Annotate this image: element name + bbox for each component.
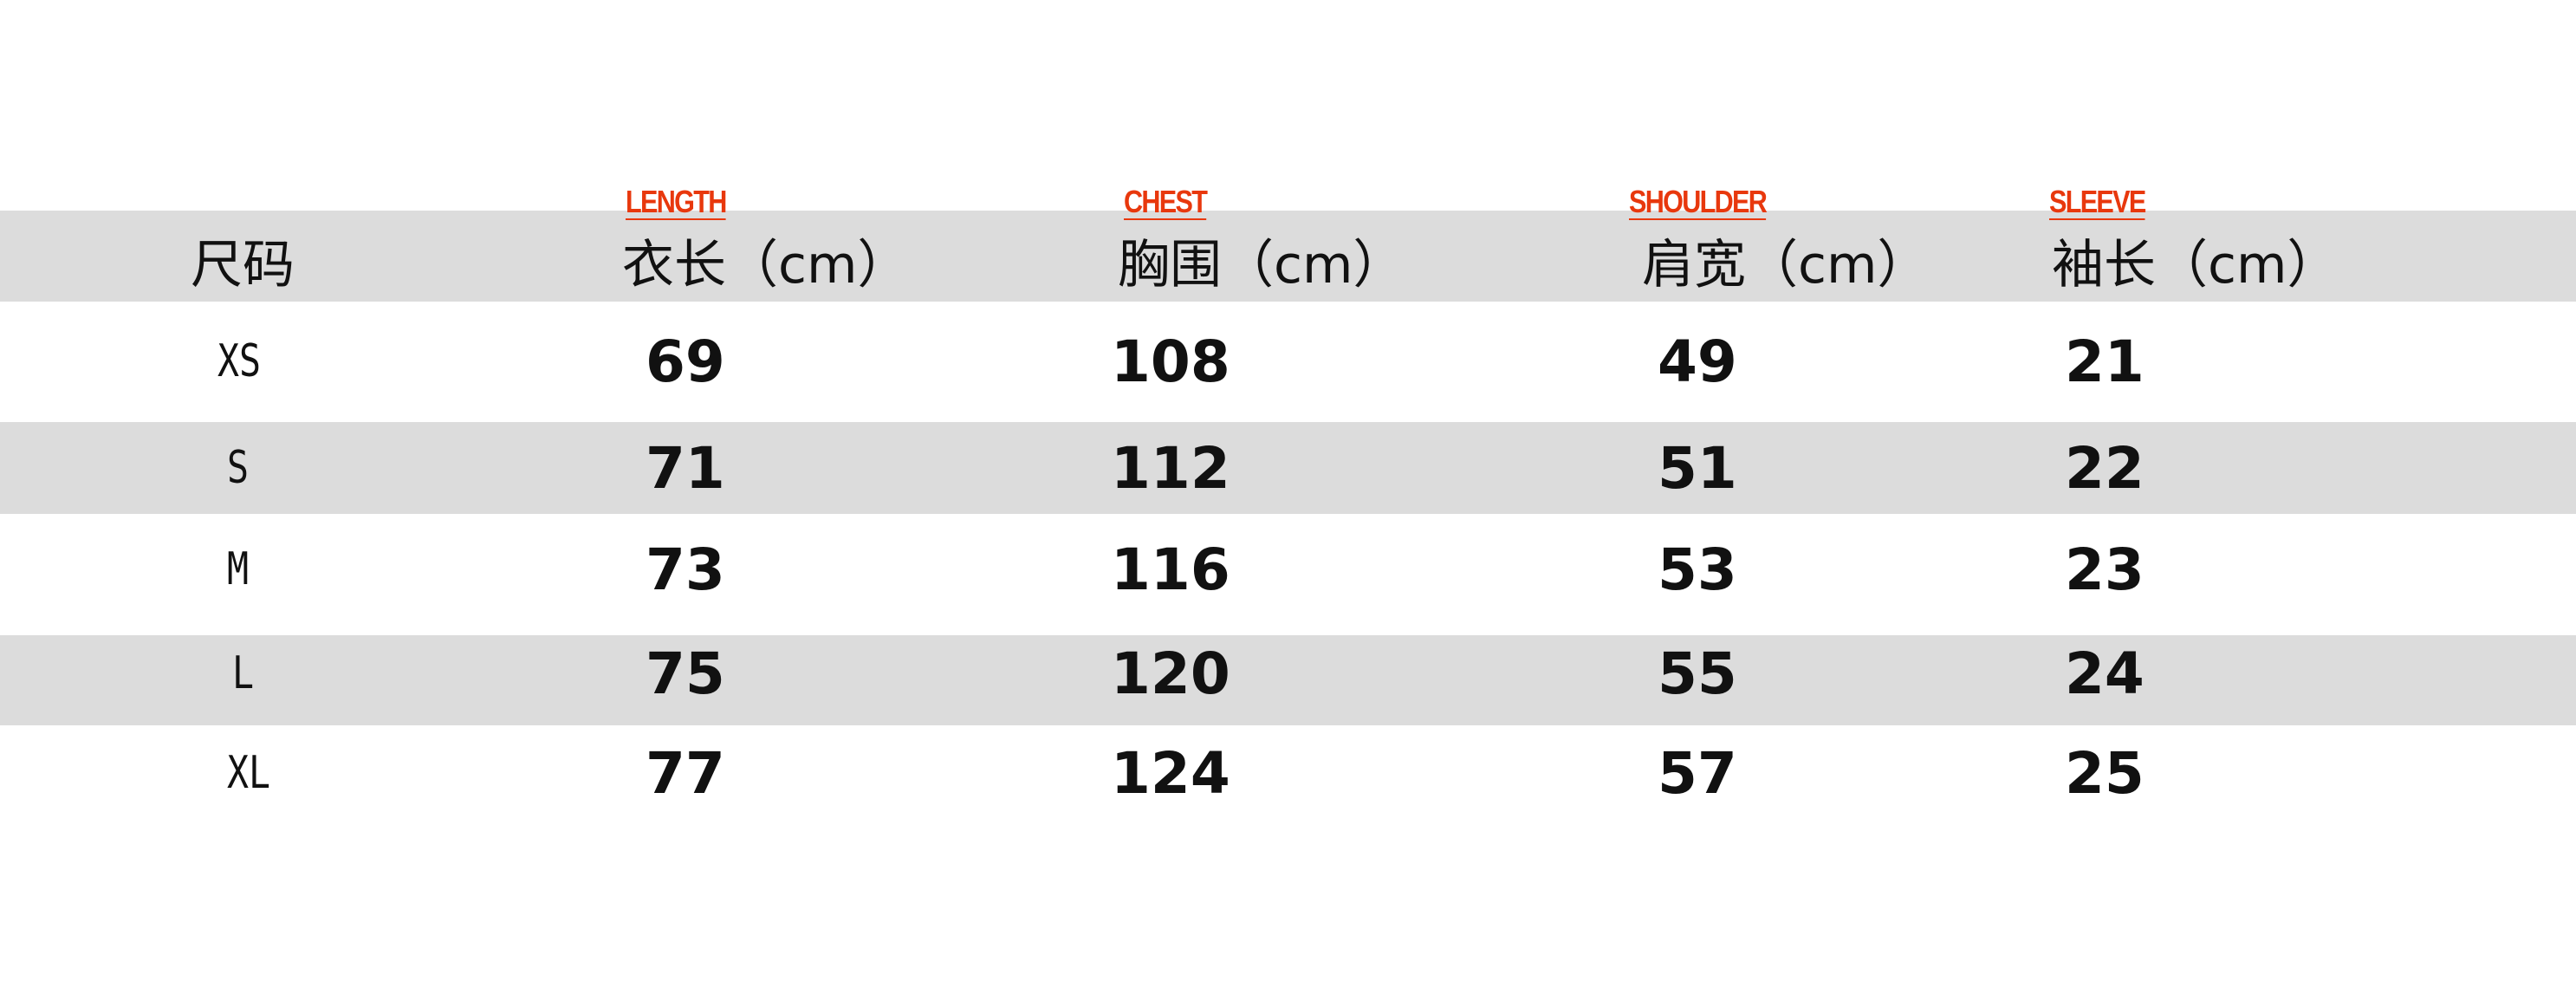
measurement-cell: 24 bbox=[2065, 640, 2145, 707]
measurement-cell: 51 bbox=[1658, 435, 1737, 502]
measurement-cell: 55 bbox=[1658, 640, 1737, 707]
column-header: 袖长（cm） bbox=[2052, 235, 2339, 296]
measurement-cell: 53 bbox=[1658, 536, 1737, 603]
measurement-cell: 77 bbox=[646, 740, 725, 807]
column-header: 胸围（cm） bbox=[1118, 235, 1405, 296]
measurement-cell: 49 bbox=[1658, 328, 1737, 395]
measurement-cell: 75 bbox=[646, 640, 725, 707]
size-label: L bbox=[232, 647, 255, 699]
measurement-cell: 69 bbox=[646, 328, 725, 395]
measurement-cell: 73 bbox=[646, 536, 725, 603]
measurement-cell: 57 bbox=[1658, 740, 1737, 807]
measurement-cell: 25 bbox=[2065, 740, 2145, 807]
column-header: 衣长（cm） bbox=[622, 235, 910, 296]
measurement-cell: 116 bbox=[1111, 536, 1230, 603]
header-band bbox=[0, 211, 2576, 302]
row-band-s bbox=[0, 422, 2576, 514]
measurement-cell: 112 bbox=[1111, 435, 1230, 502]
measurement-cell: 124 bbox=[1111, 740, 1230, 807]
measurement-cell: 71 bbox=[646, 435, 725, 502]
size-label: XL bbox=[227, 747, 271, 799]
column-english-label: CHEST bbox=[1124, 184, 1208, 220]
measurement-cell: 22 bbox=[2065, 435, 2145, 502]
column-english-label: SLEEVE bbox=[2049, 184, 2146, 220]
column-header: 尺码 bbox=[191, 235, 295, 296]
size-label: S bbox=[227, 442, 250, 494]
column-english-label: SHOULDER bbox=[1629, 184, 1768, 220]
size-label: M bbox=[227, 543, 250, 595]
column-english-label: LENGTH bbox=[626, 184, 727, 220]
column-header: 肩宽（cm） bbox=[1642, 235, 1930, 296]
measurement-cell: 23 bbox=[2065, 536, 2145, 603]
row-band-l bbox=[0, 635, 2576, 725]
size-label: XS bbox=[217, 335, 262, 387]
measurement-cell: 120 bbox=[1111, 640, 1230, 707]
measurement-cell: 21 bbox=[2065, 328, 2145, 395]
measurement-cell: 108 bbox=[1111, 328, 1230, 395]
